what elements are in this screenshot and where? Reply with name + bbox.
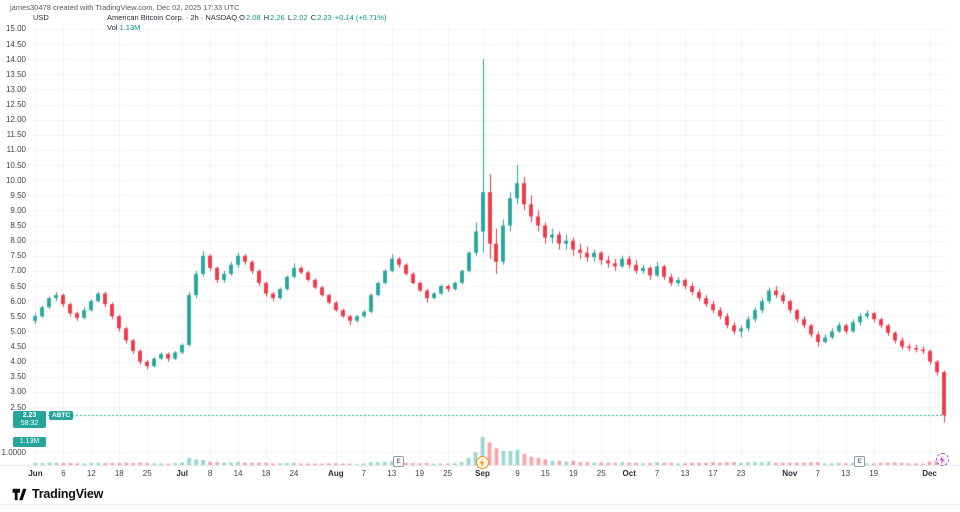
open-label: O xyxy=(239,13,245,22)
price-tick-label: 13.00 xyxy=(5,84,26,94)
tradingview-logo-text: TradingView xyxy=(32,487,104,501)
price-tick-label: 1.0000 xyxy=(1,447,26,457)
time-tick-label: 19 xyxy=(415,469,425,478)
time-tick-label: 9 xyxy=(515,469,520,478)
price-tick-label: 12.00 xyxy=(5,115,26,125)
price-tick-label: 4.50 xyxy=(10,342,26,351)
price-tick-label: 12.50 xyxy=(5,100,26,109)
bar-countdown: 58:32 xyxy=(20,419,39,427)
price-tick-label: 9.00 xyxy=(10,205,26,215)
spike-event-marker[interactable] xyxy=(475,456,489,469)
price-tick-label: 2.50 xyxy=(10,402,26,412)
price-tick-label: 15.00 xyxy=(5,24,26,34)
time-tick-label: Jul xyxy=(176,469,188,478)
time-tick-label: 13 xyxy=(387,469,397,478)
earnings-marker[interactable]: E xyxy=(854,456,866,467)
price-tick-label: 14.50 xyxy=(5,39,26,49)
price-tick-label: 5.50 xyxy=(10,311,26,321)
price-tick-label: 10.50 xyxy=(5,160,26,170)
high-label: H xyxy=(263,13,270,22)
time-tick-label: 12 xyxy=(86,469,96,478)
open-value: 2.08 xyxy=(245,13,261,22)
footer-brand[interactable]: TradingView xyxy=(12,487,103,501)
time-tick-label: 25 xyxy=(142,469,152,478)
price-tick-label: 9.50 xyxy=(10,190,26,200)
creator-attribution: james30478 created with TradingView.com,… xyxy=(10,3,240,12)
last-price-value: 2.23 xyxy=(22,412,37,420)
price-tick-label: 13.50 xyxy=(5,69,26,79)
change-value: +0.14 (+6.71%) xyxy=(334,13,387,22)
close-label: C xyxy=(310,13,317,22)
time-tick-label: Oct xyxy=(622,469,636,478)
time-tick-label: 6 xyxy=(61,469,66,478)
low-value: 2.02 xyxy=(292,13,308,22)
tradingview-logo-icon xyxy=(12,488,27,500)
price-tick-label: 11.50 xyxy=(6,130,26,140)
symbol-title[interactable]: American Bitcoin Corp. · 2h · NASDAQ xyxy=(107,13,238,22)
price-tick-label: 8.50 xyxy=(10,221,26,230)
price-tick-label: 6.50 xyxy=(10,281,26,291)
time-tick-label: Dec xyxy=(922,469,937,478)
time-tick-label: 7 xyxy=(815,469,820,478)
time-tick-label: 8 xyxy=(207,469,213,478)
time-tick-label: Nov xyxy=(782,469,798,478)
time-tick-label: 19 xyxy=(869,469,879,478)
time-tick-label: 25 xyxy=(443,469,453,478)
time-tick-label: 14 xyxy=(233,469,243,478)
low-label: L xyxy=(287,13,292,22)
last-volume-badge: 1.13M xyxy=(13,437,46,447)
price-tick-label: 3.50 xyxy=(10,372,26,382)
time-tick-label: 13 xyxy=(680,469,690,478)
price-tick-label: 4.00 xyxy=(10,357,26,367)
time-tick-label: 24 xyxy=(289,469,299,478)
time-tick-label: 25 xyxy=(596,469,606,478)
price-tick-label: 6.00 xyxy=(10,296,26,306)
high-value: 2.26 xyxy=(270,13,285,22)
time-tick-label: Aug xyxy=(328,469,344,478)
volume-label: Vol xyxy=(107,22,118,32)
time-tick-label: 18 xyxy=(261,469,271,478)
time-tick-label: 17 xyxy=(708,469,718,478)
time-tick-label: Sep xyxy=(475,469,490,478)
volume-value: 1.13M xyxy=(119,22,141,32)
close-value: 2.23 xyxy=(317,13,332,22)
time-tick-label: 18 xyxy=(114,469,124,478)
price-tick-label: 14.00 xyxy=(5,54,26,64)
symbol-legend[interactable]: American Bitcoin Corp. · 2h · NASDAQ O2.… xyxy=(107,13,388,22)
time-tick-label: 15 xyxy=(540,469,550,478)
price-scale-currency[interactable]: USD xyxy=(33,13,49,22)
latest-event-marker[interactable] xyxy=(935,453,949,466)
price-tick-label: 7.00 xyxy=(10,266,26,276)
price-tick-label: 11.00 xyxy=(6,145,26,155)
time-tick-label: Jun xyxy=(28,469,43,478)
price-tick-label: 10.00 xyxy=(5,175,26,185)
time-tick-label: 19 xyxy=(568,469,578,478)
price-tick-label: 8.00 xyxy=(10,236,26,246)
earnings-marker[interactable]: E xyxy=(393,456,405,467)
symbol-ticker-badge: ABTC xyxy=(49,411,74,421)
last-price-badge: 2.23 58:32 xyxy=(13,411,46,429)
time-tick-label: 23 xyxy=(736,469,746,478)
volume-legend[interactable]: Vol 1.13M xyxy=(107,23,140,32)
price-tick-label: 3.00 xyxy=(10,387,26,397)
ohlc-values: O2.08 H2.26 L2.02 C2.23 +0.14 (+6.71%) xyxy=(239,13,387,22)
price-tick-label: 5.00 xyxy=(10,326,26,336)
time-tick-label: 7 xyxy=(361,469,366,478)
price-tick-label: 7.50 xyxy=(10,251,26,261)
time-tick-label: 7 xyxy=(654,469,660,478)
time-tick-label: 13 xyxy=(841,469,851,478)
